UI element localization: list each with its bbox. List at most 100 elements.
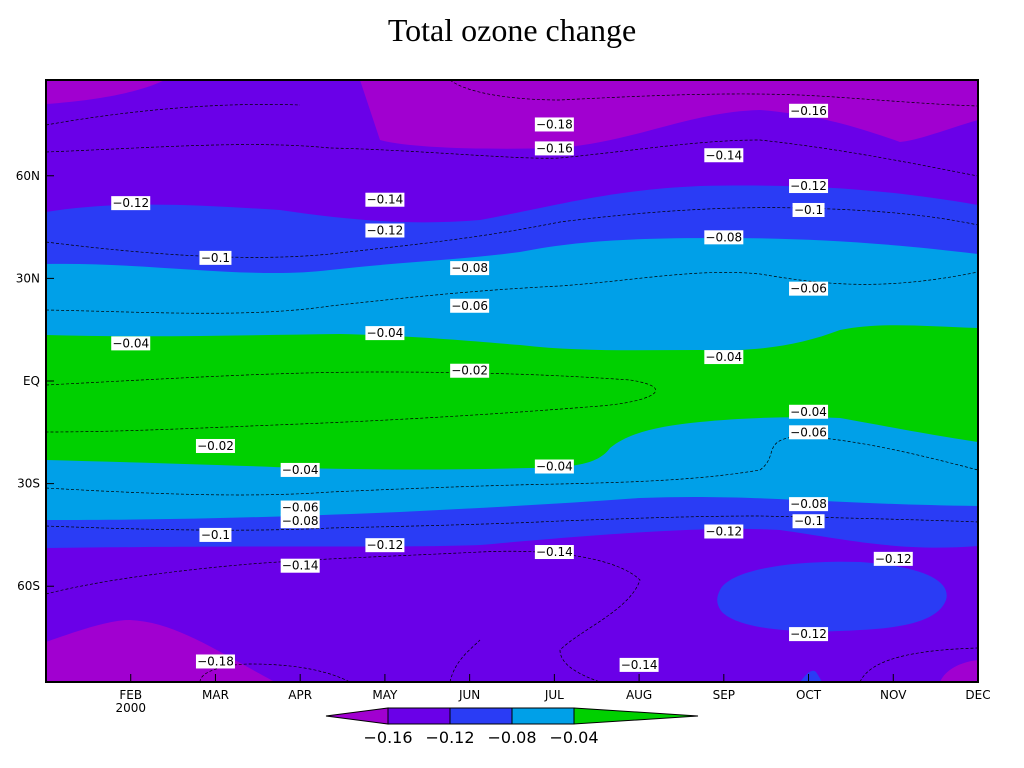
contour-label: −0.08 bbox=[789, 497, 829, 512]
contour-label-text: −0.1 bbox=[794, 203, 823, 217]
colorbar-tick-label: −0.08 bbox=[487, 728, 536, 747]
contour-label-bg bbox=[199, 250, 232, 265]
contour-label: −0.14 bbox=[280, 558, 320, 573]
contour-label: −0.08 bbox=[450, 261, 490, 276]
contour-label-text: −0.1 bbox=[794, 514, 823, 528]
contour-label-bg bbox=[534, 545, 574, 560]
contour-label-bg bbox=[450, 261, 490, 276]
contour-label-text: −0.04 bbox=[790, 405, 827, 419]
contour-label-text: −0.12 bbox=[705, 525, 742, 539]
y-tick-label: EQ bbox=[23, 374, 40, 388]
x-tick-label: AUG bbox=[626, 688, 652, 702]
contour-label: −0.06 bbox=[789, 425, 829, 440]
colorbar-tick-label: −0.04 bbox=[549, 728, 598, 747]
contour-label-text: −0.06 bbox=[790, 282, 827, 296]
contour-label-bg bbox=[789, 425, 829, 440]
contour-label-bg bbox=[704, 350, 744, 365]
contour-label-text: −0.08 bbox=[282, 514, 319, 528]
contour-label-bg bbox=[704, 230, 744, 245]
contour-line bbox=[46, 515, 978, 531]
contour-label-bg bbox=[199, 527, 232, 542]
contour-label: −0.12 bbox=[789, 627, 829, 642]
contour-label: −0.16 bbox=[789, 103, 829, 118]
colorbar-segment bbox=[449, 707, 513, 725]
contour-label-bg bbox=[111, 336, 151, 351]
contour-line bbox=[46, 271, 978, 314]
contour-line bbox=[199, 663, 351, 682]
band-minus-0-08-to-0-12-south-tip bbox=[800, 670, 822, 682]
contour-label-bg bbox=[704, 524, 744, 539]
y-axis: 60N 30N EQ 30S 60S bbox=[16, 169, 54, 593]
contour-label: −0.04 bbox=[534, 459, 574, 474]
contour-line bbox=[859, 647, 978, 682]
contour-label-text: −0.08 bbox=[451, 261, 488, 275]
contour-label-text: −0.18 bbox=[536, 117, 573, 131]
contour-label-text: −0.14 bbox=[705, 148, 742, 162]
x-tick-label: MAR bbox=[202, 688, 229, 702]
contour-label-bg bbox=[534, 141, 574, 156]
contour-label-bg bbox=[789, 404, 829, 419]
band-above-minus-0-04 bbox=[46, 325, 978, 470]
contour-label-bg bbox=[704, 148, 744, 163]
x-tick-label: APR bbox=[288, 688, 312, 702]
contour-label-bg bbox=[792, 514, 825, 529]
contour-label-bg bbox=[280, 558, 320, 573]
contour-label-text: −0.04 bbox=[367, 326, 404, 340]
contour-label-text: −0.14 bbox=[536, 545, 573, 559]
contour-label-bg bbox=[789, 179, 829, 194]
x-tick-label: SEP bbox=[713, 688, 735, 702]
contour-label-text: −0.08 bbox=[705, 230, 742, 244]
contour-label-text: −0.04 bbox=[282, 463, 319, 477]
x-tick-label: JUN bbox=[458, 688, 480, 702]
contour-label: −0.14 bbox=[619, 657, 659, 672]
contour-label-text: −0.12 bbox=[112, 196, 149, 210]
colorbar-segment bbox=[511, 707, 575, 725]
contour-label-text: −0.08 bbox=[790, 497, 827, 511]
contour-label-text: −0.06 bbox=[790, 425, 827, 439]
x-axis: FEB MAR APR MAY JUN JUL AUG SEP OCT NOV DEC 2000 bbox=[115, 674, 991, 715]
contour-label-bg bbox=[195, 654, 235, 669]
contour-label: −0.14 bbox=[704, 148, 744, 163]
contour-label-bg bbox=[789, 281, 829, 296]
contour-label-bg bbox=[365, 223, 405, 238]
x-tick-label: FEB bbox=[119, 688, 142, 702]
contour-label-bg bbox=[450, 363, 490, 378]
contour-label-text: −0.06 bbox=[282, 501, 319, 515]
x-tick-label: MAY bbox=[372, 688, 398, 702]
y-tick-label: 60N bbox=[16, 169, 40, 183]
contour-label-text: −0.12 bbox=[875, 552, 912, 566]
contour-label-text: −0.18 bbox=[197, 654, 234, 668]
contour-line bbox=[46, 104, 301, 126]
contour-label: −0.14 bbox=[365, 192, 405, 207]
colorbar-segment bbox=[573, 707, 699, 725]
contour-label: −0.08 bbox=[704, 230, 744, 245]
contour-label-text: −0.14 bbox=[621, 658, 658, 672]
contour-label-bg bbox=[280, 500, 320, 515]
contour-label: −0.18 bbox=[534, 117, 574, 132]
contour-label: −0.06 bbox=[789, 281, 829, 296]
contour-label-text: −0.06 bbox=[451, 299, 488, 313]
contour-label-bg bbox=[365, 538, 405, 553]
contour-label-bg bbox=[873, 551, 913, 566]
contour-lines bbox=[46, 80, 978, 682]
colorbar: −0.16 −0.12 −0.08 −0.04 bbox=[325, 707, 699, 747]
contour-label-bg bbox=[280, 514, 320, 529]
band-below-minus-0-16-north bbox=[46, 80, 165, 104]
contour-line bbox=[46, 139, 978, 177]
contour-label: −0.1 bbox=[199, 527, 232, 542]
contour-label-text: −0.14 bbox=[282, 559, 319, 573]
contour-label-text: −0.02 bbox=[197, 439, 234, 453]
x-tick-label: DEC bbox=[965, 688, 990, 702]
contour-label: −0.14 bbox=[534, 545, 574, 560]
contour-label-bg bbox=[534, 117, 574, 132]
contour-label: −0.12 bbox=[365, 538, 405, 553]
contour-labels: −0.18 −0.16 −0.16 −0.14 −0.12 −0.14 −0.12 −0.1 −… bbox=[111, 103, 913, 672]
contour-label: −0.04 bbox=[704, 350, 744, 365]
contour-label-bg bbox=[789, 627, 829, 642]
contour-label-bg bbox=[365, 192, 405, 207]
contour-label-text: −0.04 bbox=[705, 350, 742, 364]
chart-title: Total ozone change bbox=[387, 12, 637, 48]
contour-label: −0.12 bbox=[873, 551, 913, 566]
contour-label-text: −0.16 bbox=[790, 104, 827, 118]
contour-label: −0.16 bbox=[534, 141, 574, 156]
